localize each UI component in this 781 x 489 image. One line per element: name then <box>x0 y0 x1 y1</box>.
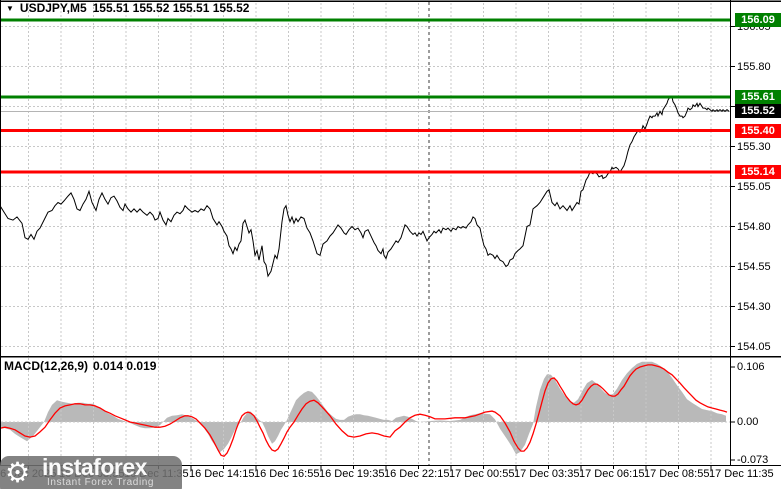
macd-histogram <box>0 361 726 455</box>
symbol-dropdown-icon[interactable]: ▼ <box>6 3 14 13</box>
instaforex-watermark: ⚙ instaforex Instant Forex Trading <box>0 454 182 489</box>
ohlc-values: 155.51 155.52 155.51 155.52 <box>92 1 250 15</box>
chart-header: ▼ USDJPY,M5 155.51 155.52 155.51 155.52 <box>6 1 249 15</box>
macd-indicator-values: 0.014 0.019 <box>93 359 157 373</box>
macd-indicator-header: MACD(12,26,9) 0.014 0.019 <box>4 359 156 373</box>
price-line <box>0 96 730 278</box>
instaforex-gear-icon: ⚙ <box>5 457 31 488</box>
macd-indicator-label: MACD(12,26,9) <box>4 359 89 373</box>
instaforex-tagline: Instant Forex Trading <box>47 477 155 488</box>
macd-signal-line <box>0 364 728 458</box>
symbol-timeframe-label: USDJPY,M5 <box>19 1 87 15</box>
instaforex-brand-label: instaforex <box>42 454 147 480</box>
